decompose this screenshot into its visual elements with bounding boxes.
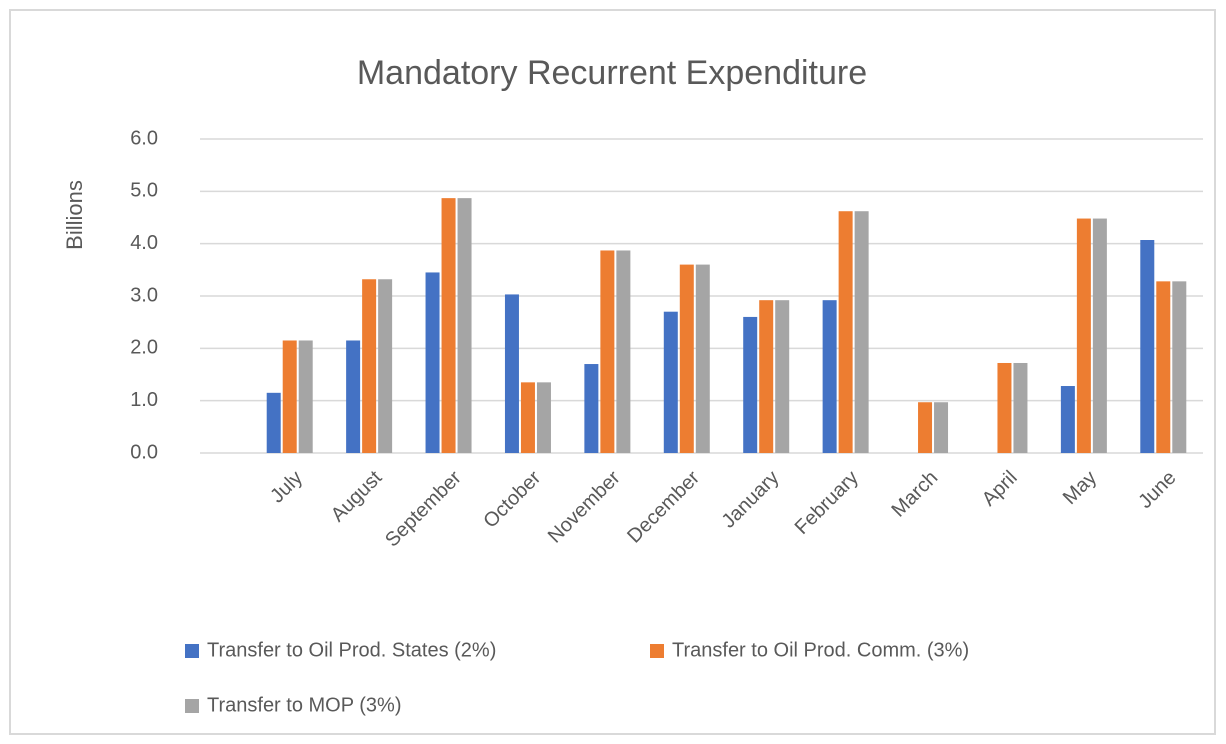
chart-title: Mandatory Recurrent Expenditure bbox=[357, 54, 867, 92]
bar bbox=[504, 294, 519, 453]
bar bbox=[997, 362, 1012, 453]
bar bbox=[282, 340, 297, 453]
bar bbox=[1156, 281, 1171, 453]
bar bbox=[346, 340, 361, 453]
bar bbox=[362, 279, 377, 453]
bar bbox=[584, 364, 599, 453]
bar bbox=[1092, 218, 1107, 453]
y-axis-label: Billions bbox=[62, 180, 87, 250]
bar bbox=[918, 402, 933, 453]
bar bbox=[743, 316, 758, 453]
legend-label: Transfer to Oil Prod. Comm. (3%) bbox=[672, 639, 969, 661]
y-tick-label: 4.0 bbox=[130, 232, 158, 254]
bar bbox=[536, 382, 551, 453]
bar bbox=[425, 272, 440, 453]
bar bbox=[838, 211, 853, 453]
bar bbox=[1172, 281, 1187, 453]
bar bbox=[1140, 240, 1155, 453]
bar bbox=[695, 264, 710, 453]
y-tick-label: 2.0 bbox=[130, 337, 158, 359]
legend-swatch bbox=[185, 699, 199, 713]
bar bbox=[616, 250, 631, 453]
bar bbox=[934, 402, 949, 453]
bar bbox=[679, 264, 694, 453]
y-tick-label: 6.0 bbox=[130, 127, 158, 149]
bar bbox=[1076, 218, 1091, 453]
bar bbox=[520, 382, 535, 453]
y-tick-label: 0.0 bbox=[130, 441, 158, 463]
bar bbox=[378, 279, 393, 453]
bar bbox=[441, 198, 456, 453]
bar bbox=[600, 250, 615, 453]
y-tick-label: 1.0 bbox=[130, 389, 158, 411]
y-tick-label: 5.0 bbox=[130, 180, 158, 202]
y-tick-label: 3.0 bbox=[130, 284, 158, 306]
bar bbox=[822, 300, 837, 453]
bar bbox=[1013, 362, 1028, 453]
bar bbox=[854, 211, 869, 453]
legend-label: Transfer to Oil Prod. States (2%) bbox=[207, 639, 496, 661]
bar bbox=[457, 198, 472, 453]
bar bbox=[663, 311, 678, 453]
bar bbox=[759, 300, 774, 453]
legend-swatch bbox=[185, 644, 199, 658]
bar bbox=[775, 300, 790, 453]
bar bbox=[1060, 386, 1075, 453]
legend-swatch bbox=[650, 644, 664, 658]
legend-label: Transfer to MOP (3%) bbox=[207, 694, 402, 716]
bar bbox=[298, 340, 313, 453]
bar bbox=[266, 392, 281, 453]
